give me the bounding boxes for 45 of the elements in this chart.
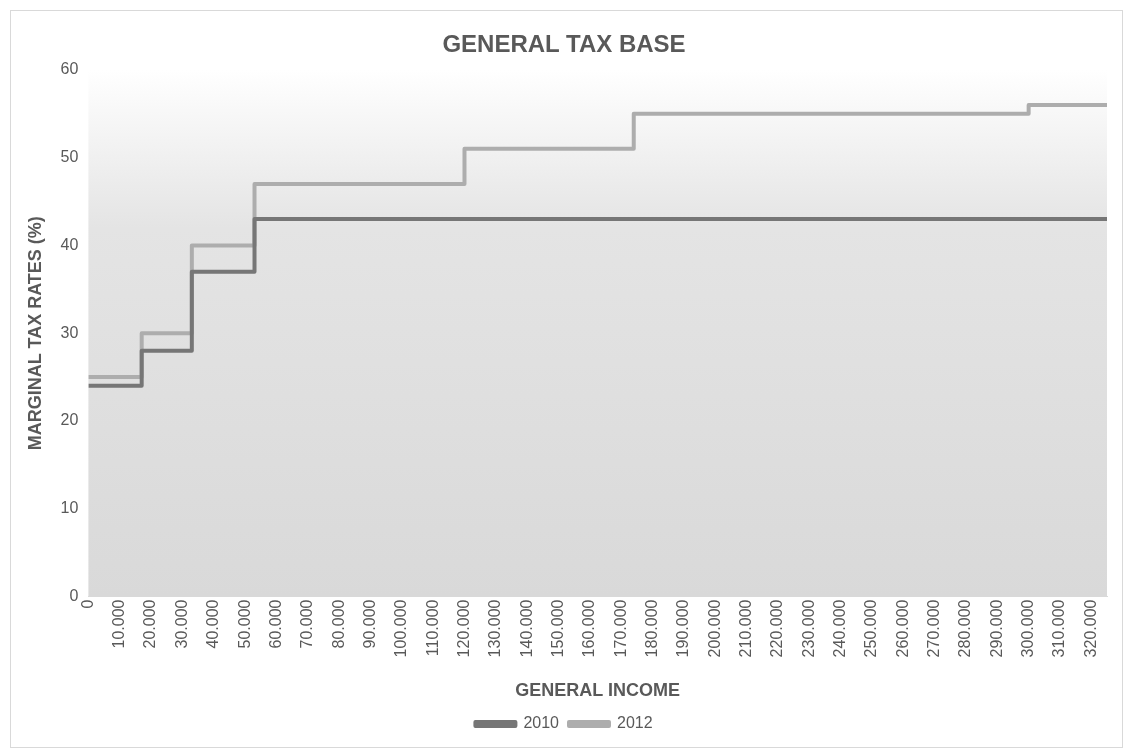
x-tick-label: 190.000 bbox=[674, 599, 692, 658]
x-tick-label: 320.000 bbox=[1081, 599, 1099, 658]
x-tick-label: 90.000 bbox=[360, 599, 378, 649]
y-axis-title: MARGINAL TAX RATES (%) bbox=[24, 216, 45, 451]
x-tick-label: 170.000 bbox=[611, 599, 629, 658]
x-tick-label: 160.000 bbox=[580, 599, 598, 658]
x-tick-label: 100.000 bbox=[392, 599, 410, 658]
x-tick-label: 280.000 bbox=[956, 599, 974, 658]
x-tick-label: 150.000 bbox=[548, 599, 566, 658]
x-tick-label: 40.000 bbox=[204, 599, 222, 649]
x-axis-title: GENERAL INCOME bbox=[515, 680, 681, 701]
x-tick-label: 300.000 bbox=[1019, 599, 1037, 658]
x-tick-label: 70.000 bbox=[298, 599, 316, 649]
x-tick-label: 10.000 bbox=[110, 599, 128, 649]
y-tick-label: 20 bbox=[60, 411, 79, 429]
x-tick-label: 250.000 bbox=[862, 599, 880, 658]
x-tick-label: 310.000 bbox=[1050, 599, 1068, 658]
y-tick-label: 0 bbox=[69, 586, 79, 604]
x-tick-label: 230.000 bbox=[799, 599, 817, 658]
x-tick-label: 290.000 bbox=[987, 599, 1005, 658]
x-tick-label: 20.000 bbox=[141, 599, 159, 649]
y-tick-label: 30 bbox=[60, 323, 79, 341]
x-tick-label: 210.000 bbox=[736, 599, 754, 658]
x-tick-label: 180.000 bbox=[642, 599, 660, 658]
x-tick-label: 260.000 bbox=[893, 599, 911, 658]
x-tick-label: 50.000 bbox=[235, 599, 253, 649]
x-tick-label: 200.000 bbox=[705, 599, 723, 658]
legend-label: 2010 bbox=[523, 714, 560, 732]
x-tick-label: 140.000 bbox=[517, 599, 535, 658]
x-tick-label: 60.000 bbox=[266, 599, 284, 649]
x-tick-label: 220.000 bbox=[768, 599, 786, 658]
x-tick-label: 240.000 bbox=[831, 599, 848, 658]
legend-label: 2012 bbox=[617, 714, 653, 732]
x-tick-label: 120.000 bbox=[454, 599, 472, 658]
y-tick-label: 60 bbox=[60, 60, 79, 78]
x-tick-label: 30.000 bbox=[172, 599, 190, 649]
x-tick-label: 270.000 bbox=[925, 599, 943, 658]
y-tick-label: 10 bbox=[60, 499, 79, 517]
x-tick-label: 130.000 bbox=[486, 599, 504, 658]
x-tick-label: 110.000 bbox=[423, 599, 441, 657]
y-tick-label: 40 bbox=[60, 235, 79, 253]
y-tick-label: 50 bbox=[60, 148, 79, 165]
x-tick-label: 80.000 bbox=[329, 599, 347, 649]
chart-title: GENERAL TAX BASE bbox=[442, 30, 686, 58]
x-tick-label: 0 bbox=[78, 599, 96, 609]
